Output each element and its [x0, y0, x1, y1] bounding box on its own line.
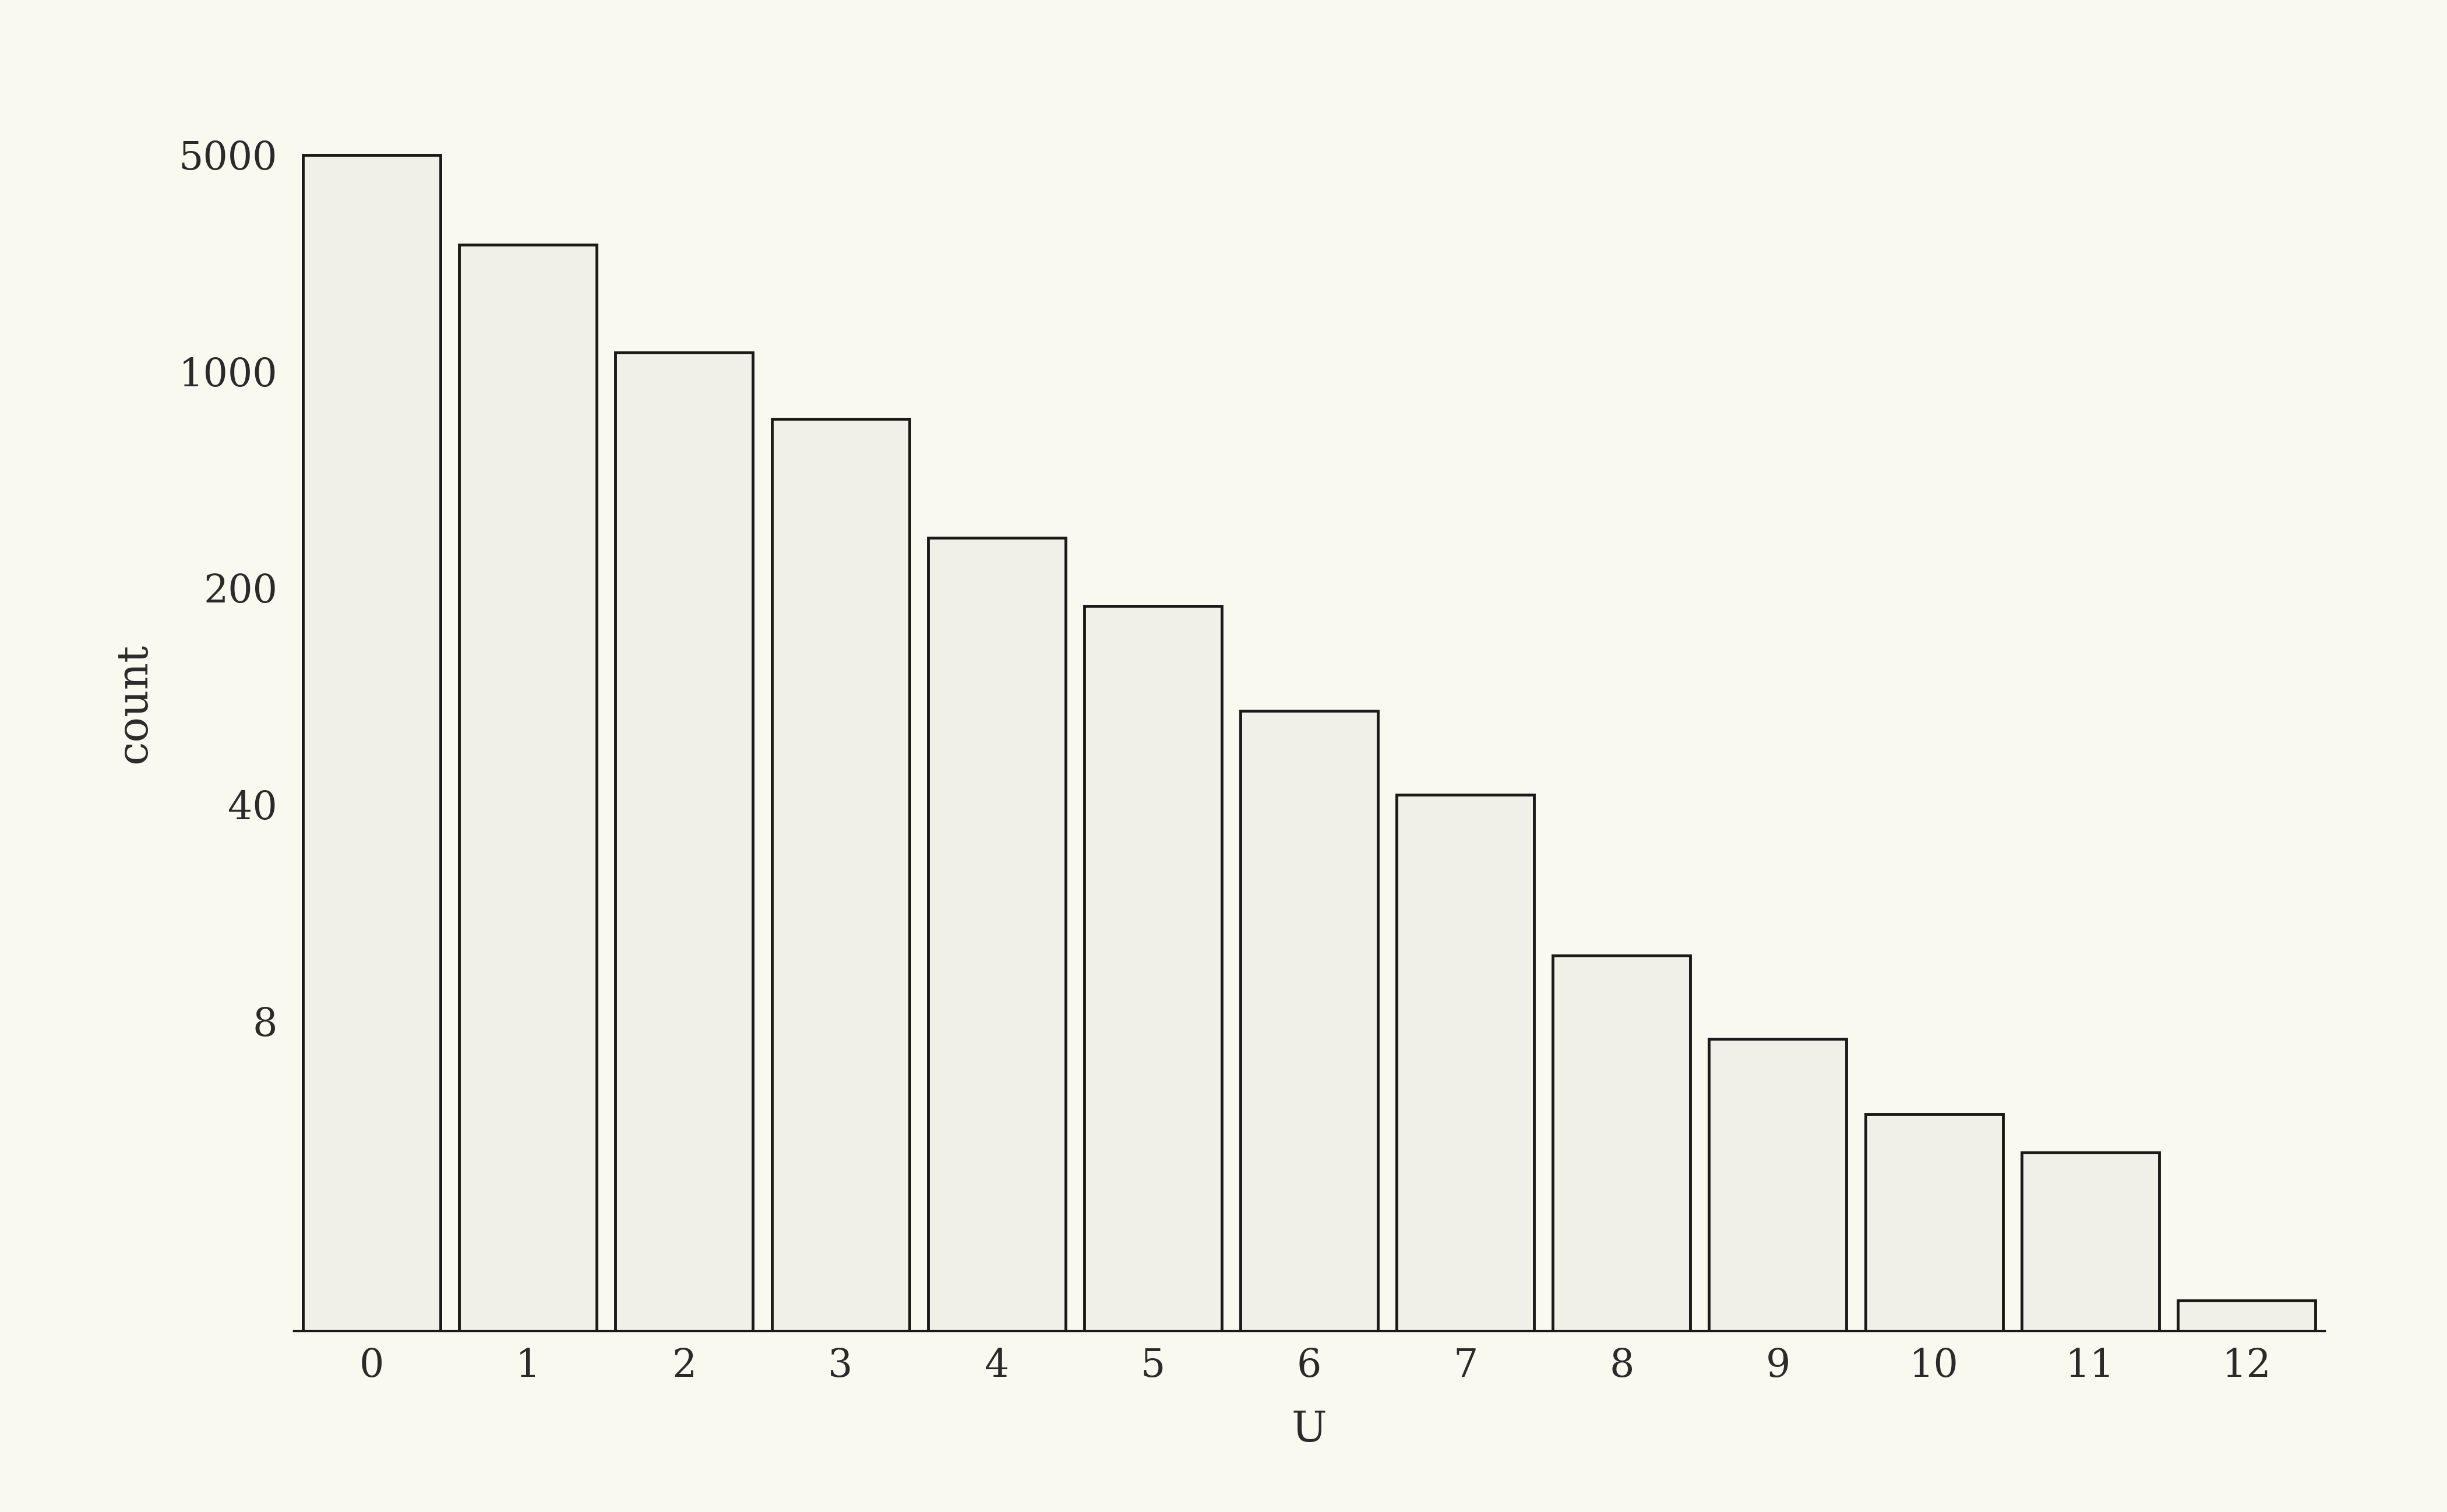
Bar: [1554, 956, 1691, 1512]
Bar: [927, 538, 1064, 1512]
Bar: [2178, 1300, 2315, 1512]
X-axis label: U: U: [1292, 1409, 1326, 1450]
Bar: [303, 156, 440, 1512]
Bar: [1084, 606, 1221, 1512]
Bar: [771, 419, 910, 1512]
Bar: [1708, 1039, 1847, 1512]
Bar: [460, 245, 597, 1512]
Bar: [1397, 794, 1534, 1512]
Bar: [2021, 1152, 2158, 1512]
Bar: [617, 352, 754, 1512]
Y-axis label: count: count: [113, 643, 154, 764]
Bar: [1865, 1114, 2002, 1512]
Bar: [1241, 711, 1378, 1512]
